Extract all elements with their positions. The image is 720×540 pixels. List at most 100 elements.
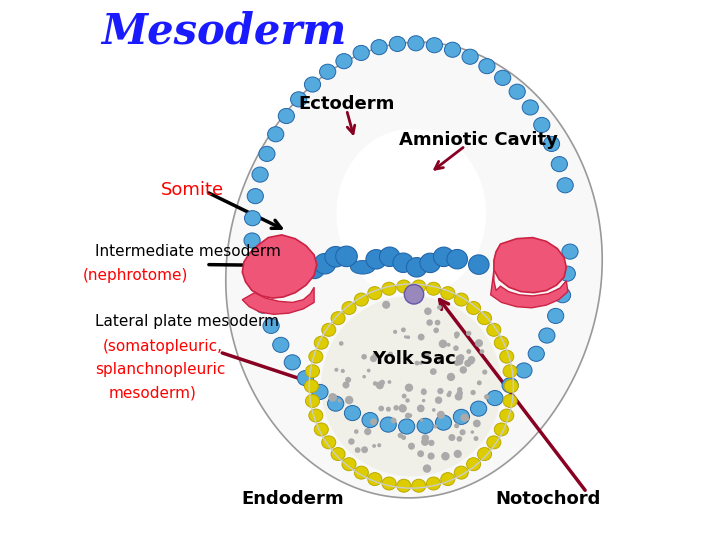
Circle shape <box>456 390 463 396</box>
Text: Amniotic Cavity: Amniotic Cavity <box>400 131 558 150</box>
Ellipse shape <box>495 336 508 349</box>
Circle shape <box>321 296 501 476</box>
Circle shape <box>424 352 430 357</box>
Circle shape <box>426 309 431 314</box>
Ellipse shape <box>528 346 544 361</box>
Circle shape <box>387 380 392 384</box>
Ellipse shape <box>320 64 336 79</box>
Text: Ectoderm: Ectoderm <box>298 94 395 113</box>
Ellipse shape <box>354 293 369 306</box>
Circle shape <box>455 393 462 401</box>
Circle shape <box>428 453 435 460</box>
Ellipse shape <box>471 401 487 416</box>
Circle shape <box>373 381 377 386</box>
Ellipse shape <box>260 252 282 272</box>
Ellipse shape <box>309 409 323 422</box>
Circle shape <box>382 301 390 309</box>
Ellipse shape <box>477 312 492 325</box>
Ellipse shape <box>426 282 441 295</box>
Ellipse shape <box>554 288 571 303</box>
Ellipse shape <box>382 477 396 490</box>
Circle shape <box>437 388 444 394</box>
Circle shape <box>432 408 436 412</box>
Ellipse shape <box>271 246 292 266</box>
Circle shape <box>415 361 419 366</box>
Circle shape <box>400 404 405 409</box>
Circle shape <box>460 414 469 422</box>
Ellipse shape <box>467 458 481 471</box>
Circle shape <box>459 366 467 374</box>
Circle shape <box>468 356 475 363</box>
Circle shape <box>471 430 474 434</box>
Circle shape <box>465 417 469 421</box>
Circle shape <box>446 343 451 347</box>
Circle shape <box>419 361 423 365</box>
Circle shape <box>459 429 466 435</box>
Ellipse shape <box>282 247 303 268</box>
Ellipse shape <box>354 466 369 479</box>
Circle shape <box>421 434 429 442</box>
Ellipse shape <box>342 301 356 314</box>
Circle shape <box>474 436 479 441</box>
Circle shape <box>421 438 429 446</box>
Ellipse shape <box>353 45 369 60</box>
Text: Intermediate mesoderm: Intermediate mesoderm <box>95 244 282 259</box>
Ellipse shape <box>291 92 307 107</box>
Ellipse shape <box>503 395 517 408</box>
Circle shape <box>388 352 393 356</box>
Ellipse shape <box>433 247 454 267</box>
Ellipse shape <box>249 277 266 292</box>
Circle shape <box>477 380 482 386</box>
Circle shape <box>378 406 384 411</box>
Ellipse shape <box>477 448 492 461</box>
Ellipse shape <box>454 293 468 306</box>
Ellipse shape <box>462 49 478 64</box>
Text: mesoderm): mesoderm) <box>108 386 196 401</box>
Text: Endoderm: Endoderm <box>241 490 344 509</box>
Ellipse shape <box>500 350 514 363</box>
Circle shape <box>438 340 447 348</box>
Ellipse shape <box>495 423 508 436</box>
Circle shape <box>420 389 427 395</box>
Ellipse shape <box>292 254 314 275</box>
Ellipse shape <box>516 363 532 378</box>
Ellipse shape <box>371 39 387 55</box>
Circle shape <box>422 399 426 402</box>
Ellipse shape <box>467 301 481 314</box>
Ellipse shape <box>441 287 455 300</box>
Ellipse shape <box>252 167 268 182</box>
Ellipse shape <box>500 409 514 422</box>
Circle shape <box>441 452 450 461</box>
Polygon shape <box>491 270 568 308</box>
Circle shape <box>473 420 481 427</box>
Ellipse shape <box>447 249 467 269</box>
Circle shape <box>397 433 403 438</box>
Circle shape <box>391 417 397 423</box>
Ellipse shape <box>331 312 345 325</box>
Circle shape <box>370 355 377 362</box>
Circle shape <box>430 368 436 375</box>
Circle shape <box>341 369 345 373</box>
Circle shape <box>438 359 442 362</box>
Circle shape <box>435 320 441 326</box>
Circle shape <box>355 447 361 453</box>
Ellipse shape <box>344 406 361 421</box>
Circle shape <box>372 444 376 448</box>
Ellipse shape <box>454 466 468 479</box>
Circle shape <box>454 423 459 428</box>
Ellipse shape <box>495 70 510 85</box>
Ellipse shape <box>426 38 443 53</box>
Ellipse shape <box>263 318 279 333</box>
Circle shape <box>376 381 384 389</box>
Ellipse shape <box>380 417 396 432</box>
Circle shape <box>361 446 368 453</box>
Circle shape <box>401 435 406 440</box>
Ellipse shape <box>441 472 455 485</box>
Circle shape <box>393 330 397 334</box>
Circle shape <box>339 341 343 346</box>
Circle shape <box>425 352 428 356</box>
Polygon shape <box>226 42 602 498</box>
Ellipse shape <box>412 280 426 293</box>
Ellipse shape <box>534 117 550 132</box>
Ellipse shape <box>368 287 382 300</box>
